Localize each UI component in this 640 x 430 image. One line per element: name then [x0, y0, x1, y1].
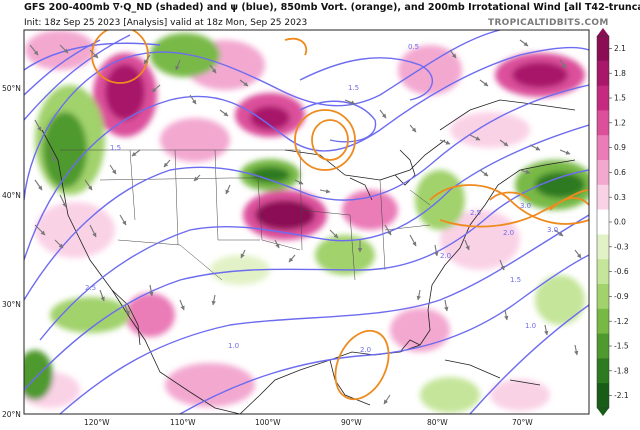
colorbar-tick-label: -1.8 [614, 366, 629, 375]
colorbar-tick-label: -0.9 [614, 292, 629, 301]
contour-label: 2.5 [470, 209, 481, 217]
init-valid-info: Init: 18z Sep 25 2023 [Analysis] valid a… [24, 18, 308, 28]
colorbar-tick-label: -0.6 [614, 267, 629, 276]
colorbar-tick-label: -2.1 [614, 391, 629, 400]
lon-label: 100°W [255, 418, 281, 427]
contour-label: 1.0 [228, 342, 239, 350]
streamfunction-contours [24, 30, 589, 414]
colorbar-swatch [597, 383, 609, 409]
lon-label: 80°W [427, 418, 448, 427]
colorbar-tick-label: 1.2 [614, 118, 626, 127]
state-borders [60, 149, 431, 281]
irrotational-wind-vectors [29, 39, 582, 405]
colorbar-swatch [597, 60, 609, 87]
map-frame [23, 29, 590, 415]
colorbar-swatch [597, 135, 609, 161]
colorbar-swatch [597, 209, 609, 235]
contour-label: 1.5 [348, 84, 359, 92]
lon-label: 90°W [341, 418, 362, 427]
colorbar-swatch [597, 36, 609, 62]
site-credit: TROPICALTIDBITS.COM [488, 18, 609, 28]
contour-label: 1.0 [525, 322, 536, 330]
contour-label: 1.5 [510, 276, 521, 284]
colorbar-tick-label: 0.3 [614, 193, 626, 202]
colorbar-tick-label: 0.0 [614, 218, 626, 227]
map-title: GFS 200-400mb ∇·Q_ND (shaded) and ψ (blu… [24, 2, 640, 13]
colorbar-swatch [597, 259, 609, 285]
colorbar-swatch [597, 160, 609, 186]
lon-label: 110°W [170, 418, 196, 427]
colorbar-tick-label: 1.5 [614, 94, 626, 103]
colorbar-tick-label: 1.8 [614, 69, 626, 78]
contour-label: 2.0 [360, 346, 371, 354]
colorbar-swatch [597, 358, 609, 384]
contour-label: 2.5 [85, 284, 96, 292]
lat-label: 50°N [2, 84, 21, 93]
colorbar-swatch [597, 184, 609, 211]
lat-label: 20°N [2, 410, 21, 419]
contour-label: 2.0 [440, 252, 451, 260]
colorbar-tick-label: -1.5 [614, 342, 629, 351]
lon-label: 70°W [512, 418, 533, 427]
colorbar-swatch [597, 110, 609, 136]
colorbar-swatch [597, 284, 609, 310]
colorbar-swatch [597, 308, 609, 335]
colorbar-tick-label: -1.2 [614, 317, 629, 326]
vorticity-contours [91, 30, 589, 401]
contour-label: 3.0 [520, 202, 531, 210]
contour-label: 3.0 [547, 226, 558, 234]
lat-label: 30°N [2, 300, 21, 309]
map-plot-area: 0.5 1.5 2.0 2.0 3.0 2.5 1.5 1.0 1.0 1.5 … [24, 30, 589, 414]
colorbar-tick-label: 0.9 [614, 143, 626, 152]
contour-label: 1.5 [110, 144, 121, 152]
lat-label: 40°N [2, 191, 21, 200]
colorbar-tick-label: 2.1 [614, 44, 626, 53]
lon-label: 120°W [84, 418, 110, 427]
colorbar-extend-top [597, 28, 609, 36]
colorbar-extend-bottom [597, 408, 609, 416]
colorbar-tick-label: 0.6 [614, 168, 626, 177]
colorbar-swatch [597, 85, 609, 111]
coastlines [41, 99, 576, 414]
colorbar-swatch [597, 234, 609, 260]
contour-label: 0.5 [408, 43, 419, 51]
contour-label: 2.0 [503, 229, 514, 237]
colorbar-swatch [597, 333, 609, 359]
colorbar-tick-label: -0.3 [614, 242, 629, 251]
colorbar: 2.1 1.8 1.5 1.2 0.9 0.6 0.3 0.0 -0.3 -0.6 -0.9 -1.2… [596, 28, 629, 416]
